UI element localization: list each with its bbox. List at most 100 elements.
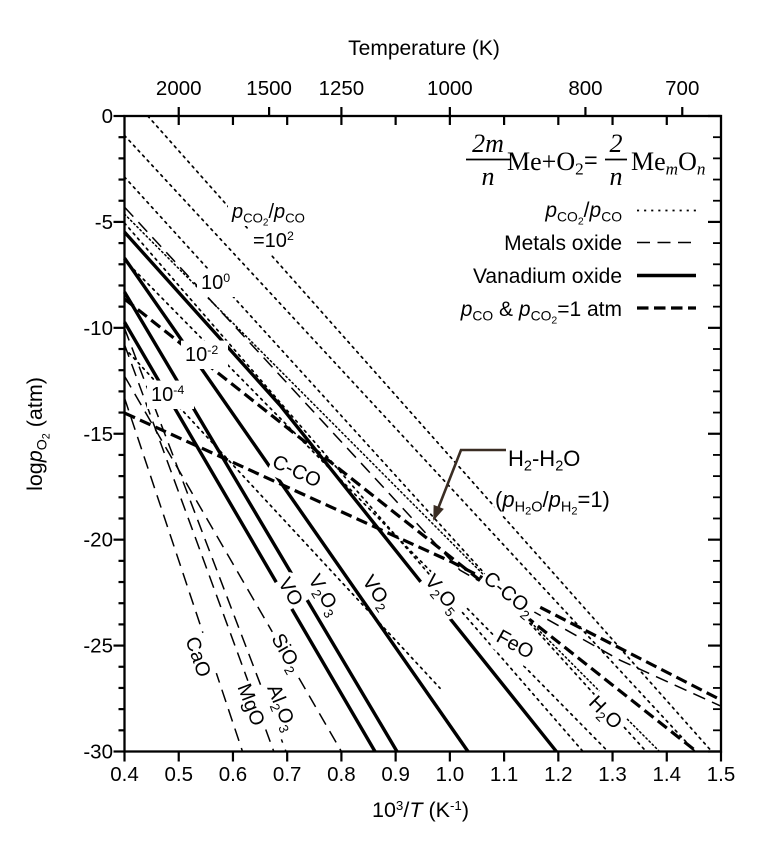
label-text: = — [584, 147, 598, 173]
label-text: Metals oxide — [504, 232, 622, 255]
text-fragment: / — [542, 487, 549, 512]
text-fragment: 2 — [472, 129, 485, 158]
text-fragment: CO — [243, 211, 263, 226]
text-fragment: 2 — [551, 315, 557, 327]
text-fragment: p — [501, 487, 514, 512]
text-fragment: O — [531, 500, 542, 516]
y-tick-label: 0 — [102, 105, 113, 128]
legend_vanadium: Vanadium oxide — [473, 265, 696, 288]
text-fragment: =1 atm — [557, 298, 622, 321]
label-text: 10-2​ — [185, 343, 218, 366]
text-fragment: 10 — [151, 384, 173, 406]
x-tick-label: 0.6 — [219, 763, 248, 786]
text-fragment: log — [23, 462, 47, 491]
label-text: H2​-H2​O — [508, 446, 580, 475]
series-al2o3 — [123, 328, 287, 752]
top-axis-title: Temperature (K) — [348, 37, 500, 60]
text-fragment: 2 — [610, 129, 623, 158]
annotation-arrow-head — [433, 504, 444, 521]
text-fragment: 1500 — [246, 77, 292, 100]
text-fragment: 0 — [223, 271, 230, 285]
label-halo-box — [257, 675, 306, 741]
series-sio2 — [123, 375, 343, 752]
text-fragment: 2 — [575, 160, 584, 179]
text-fragment: n — [610, 162, 623, 191]
text-fragment: / — [584, 199, 590, 222]
text-fragment: =1) — [577, 487, 609, 512]
text-fragment: 10 — [151, 384, 173, 406]
text-fragment: / — [268, 201, 274, 223]
axis-labels: 0.4 0.5 0.6 0.7 0.8 0.9 1.0 1.1 1.2 1.3 1.4 1.5 2000… — [23, 37, 735, 822]
label-text: (pH​2​O​/pH​2​=1) — [495, 487, 610, 518]
text-fragment: 2 — [524, 459, 532, 475]
text-fragment: 0.6 — [219, 763, 248, 786]
y-tick-label: -5 — [95, 211, 113, 234]
text-fragment: =10 — [253, 230, 287, 252]
y-tick-label: -10 — [83, 317, 113, 340]
text-fragment: -H — [532, 446, 555, 471]
x-tick-label: 0.5 — [164, 763, 193, 786]
text-fragment: m — [485, 129, 504, 158]
text-fragment: 10 — [372, 798, 396, 822]
text-fragment: (atm) — [23, 377, 47, 433]
rect-shape — [123, 114, 723, 753]
bottom-axis-title: 103​/T (K-1​) — [372, 798, 469, 822]
legend_1atm: pCO​ & pCO​2​=1 atm — [460, 298, 696, 327]
text-fragment: p — [460, 298, 473, 321]
text-fragment: 2 — [524, 459, 532, 475]
x-tick-label: 1.3 — [598, 763, 627, 786]
text-fragment: O — [563, 446, 580, 471]
axis-ticks — [113, 107, 723, 762]
series-c_co2 — [123, 297, 698, 753]
text-fragment: ( — [495, 487, 503, 512]
text-fragment: -20 — [83, 529, 113, 552]
label-halo-box — [300, 567, 349, 623]
ratio_1em2: 10-2​ — [185, 343, 218, 366]
label-halo-box — [229, 679, 272, 730]
text-fragment: 2 — [525, 506, 531, 518]
text-fragment: -25 — [83, 635, 113, 658]
text-fragment: 2 — [555, 459, 563, 475]
y-tick-label: -20 — [83, 529, 113, 552]
text-fragment: 0 — [102, 105, 113, 128]
text-fragment: 2 — [555, 459, 563, 475]
text-fragment: 10 — [201, 272, 223, 294]
text-fragment: 2 — [525, 506, 531, 518]
data-series — [123, 115, 722, 753]
text-fragment: Me — [631, 147, 666, 176]
text-fragment: 1.1 — [490, 763, 519, 786]
legend_ratio: pCO​2​/pCO​ — [544, 199, 696, 228]
ratio_1em4: 10-4​ — [151, 383, 184, 406]
text-fragment: p — [273, 201, 285, 223]
text-fragment: 800 — [568, 77, 602, 100]
h2-h2o-label-line2: (pH​2​O​/pH​2​=1) — [495, 487, 610, 518]
text-fragment: -4 — [173, 383, 184, 397]
label-halo-box — [249, 226, 300, 255]
label-halo-box — [270, 571, 311, 613]
text-fragment: 0 — [223, 271, 230, 285]
text-fragment: 10 — [201, 272, 223, 294]
text-fragment: -10 — [83, 317, 113, 340]
text-fragment: VO — [273, 574, 307, 610]
x-tick-label: 1.4 — [653, 763, 682, 786]
text-fragment: =10 — [253, 230, 287, 252]
text-fragment: H — [508, 446, 524, 471]
text-fragment: O — [531, 500, 542, 516]
text-fragment: -H — [532, 446, 555, 471]
text-fragment: 2 — [287, 229, 294, 243]
h2-h2o-annotation: H2​-H2​OH2​-H2​O(pH​2​O​/pH​2​=1)(pH​2​O… — [432, 443, 613, 521]
text-fragment: 0.8 — [327, 763, 356, 786]
label-halo-box — [581, 688, 630, 737]
ratio_1e0: 100​ — [201, 271, 230, 294]
label-text: 2 — [610, 129, 623, 158]
label-text: =102​ — [253, 229, 294, 252]
text-fragment: CO — [243, 211, 263, 226]
text-fragment: O — [35, 439, 51, 450]
label-halo-box — [354, 568, 400, 617]
text-fragment: 1.3 — [598, 763, 627, 786]
temperature-tick-label: 2000 — [156, 77, 202, 100]
